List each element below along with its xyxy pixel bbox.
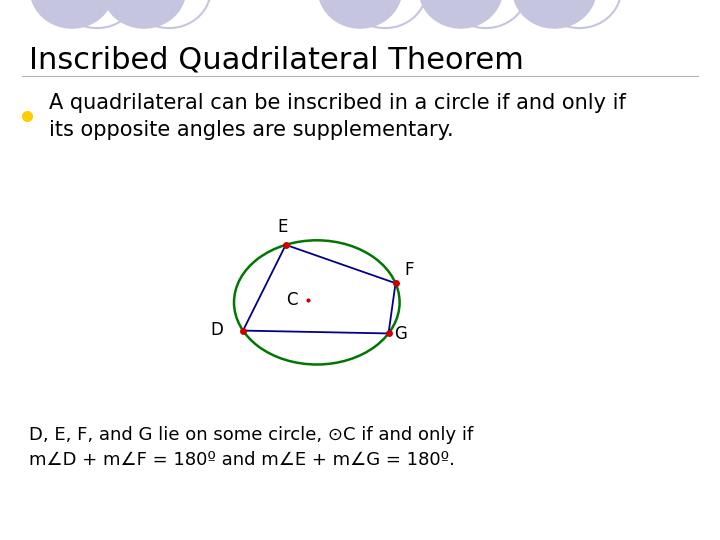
Text: C: C	[287, 291, 298, 309]
Ellipse shape	[513, 0, 596, 28]
Text: A quadrilateral can be inscribed in a circle if and only if: A quadrilateral can be inscribed in a ci…	[49, 92, 626, 113]
Text: its opposite angles are supplementary.: its opposite angles are supplementary.	[49, 119, 454, 140]
Text: G: G	[395, 325, 407, 343]
Text: F: F	[404, 261, 414, 279]
Text: E: E	[277, 218, 287, 236]
Text: D: D	[210, 321, 223, 339]
Text: D, E, F, and G lie on some circle, ⊙C if and only if: D, E, F, and G lie on some circle, ⊙C if…	[29, 426, 473, 444]
Ellipse shape	[102, 0, 186, 28]
Text: m∠D + m∠F = 180º and m∠E + m∠G = 180º.: m∠D + m∠F = 180º and m∠E + m∠G = 180º.	[29, 451, 454, 469]
Ellipse shape	[419, 0, 503, 28]
Ellipse shape	[318, 0, 402, 28]
Ellipse shape	[30, 0, 114, 28]
Text: Inscribed Quadrilateral Theorem: Inscribed Quadrilateral Theorem	[29, 46, 523, 75]
